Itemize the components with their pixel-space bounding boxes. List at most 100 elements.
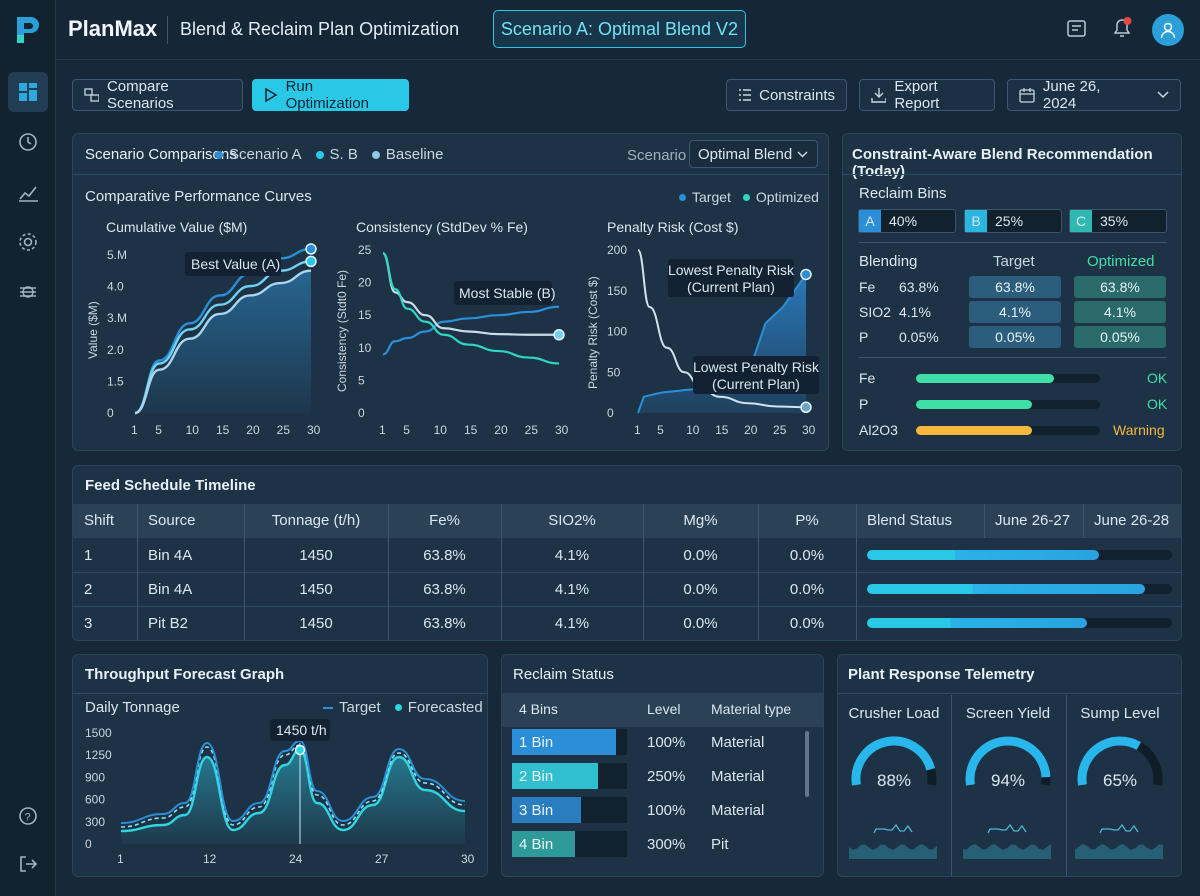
throughput-annotation: 1450 t/h xyxy=(276,722,327,738)
scenario-badge[interactable]: Scenario A: Optimal Blend V2 xyxy=(493,10,746,48)
reclaim-scrollbar[interactable] xyxy=(805,731,809,797)
chart3-annotation-line: (Current Plan) xyxy=(712,376,800,392)
calendar-icon xyxy=(1019,88,1035,103)
run-optimization-button[interactable]: Run Optimization xyxy=(252,78,409,112)
feed-cell-divider xyxy=(856,572,857,606)
legend-forecasted: Forecasted xyxy=(407,699,483,716)
chart2-series-line xyxy=(382,305,560,356)
chart3-annotation-line: (Current Plan) xyxy=(687,279,775,295)
feed-cell-divider xyxy=(856,538,857,572)
chart1-xtick: 25 xyxy=(277,423,291,437)
chart3-xtick: 1 xyxy=(634,423,641,437)
blend-row-target: 63.8% xyxy=(969,276,1061,298)
throughput-xtick: 24 xyxy=(289,852,303,866)
bin-value: 40% xyxy=(889,213,918,229)
scenario-select[interactable]: Optimal Blend xyxy=(689,140,818,168)
chart3-xtick: 20 xyxy=(744,423,758,437)
throughput-ytick: 1500 xyxy=(85,726,112,740)
feed-cell-divider xyxy=(501,538,502,572)
feed-cell-divider xyxy=(501,572,502,606)
gauge-fill xyxy=(965,736,1051,786)
reclaim-bin-a[interactable]: A 40% xyxy=(858,209,956,233)
legend-optimized: Optimized xyxy=(755,189,819,205)
feed-row-divider xyxy=(73,606,1181,607)
blend-row-target: 4.1% xyxy=(969,301,1061,323)
throughput-title: Throughput Forecast Graph xyxy=(85,666,285,683)
chart2-xtick: 20 xyxy=(494,423,508,437)
chart1-annotation: Best Value (A) xyxy=(191,256,280,272)
page-title: Blend & Reclaim Plan Optimization xyxy=(180,19,460,39)
constraint-name: Al2O3 xyxy=(859,422,898,438)
feed-col-header: Fe% xyxy=(429,512,460,529)
constraints-button[interactable]: Constraints xyxy=(726,79,847,111)
chart3-ytick: 100 xyxy=(607,325,627,339)
throughput-xtick: 30 xyxy=(461,852,475,866)
feed-cell-divider xyxy=(137,538,138,572)
blend-row-optimized: 4.1% xyxy=(1074,301,1166,323)
feed-status-fill xyxy=(867,550,1099,560)
analytics-icon[interactable] xyxy=(8,172,48,212)
gauge-wave-area xyxy=(849,844,937,859)
throughput-chart: 0 300 600 900 1250 1500 1 12 24 27 30 1450 t/h xyxy=(85,719,475,866)
curves-legend: Target Optimized xyxy=(679,189,819,205)
legend-scenario-b: S. B xyxy=(329,146,358,163)
chart3-title: Penalty Risk (Cost $) xyxy=(607,219,738,235)
reclaim-bin-b[interactable]: B 25% xyxy=(964,209,1062,233)
throughput-marker-point xyxy=(294,744,306,756)
feed-cell-sio2: 4.1% xyxy=(554,547,590,564)
chart3-xtick: 30 xyxy=(802,423,816,437)
bin-value: 35% xyxy=(1100,213,1129,229)
feed-cell-fe: 63.8% xyxy=(423,581,466,598)
chart1-annotation-box xyxy=(185,252,281,276)
feed-status-bar xyxy=(867,618,1172,628)
gauge-label: Screen Yield xyxy=(965,705,1051,722)
date-picker[interactable]: June 26, 2024 xyxy=(1007,78,1181,112)
reclaim-level: 300% xyxy=(647,836,686,853)
chart1-series-line xyxy=(134,269,312,415)
feed-cell-divider xyxy=(643,606,644,640)
gauge-label: Sump Level xyxy=(1080,705,1160,722)
reclaim-type: Material xyxy=(711,802,765,819)
gauge-value: 88% xyxy=(877,771,911,790)
feed-cell-source: Pit B2 xyxy=(148,615,189,632)
throughput-ytick: 300 xyxy=(85,815,105,829)
chart3-point xyxy=(800,268,812,281)
export-report-button[interactable]: Export Report xyxy=(859,78,995,112)
legend-target: Target xyxy=(692,189,731,205)
reclaim-bin-c[interactable]: C 35% xyxy=(1069,209,1167,233)
feed-cell-p: 0.0% xyxy=(789,581,825,598)
user-icon xyxy=(1160,22,1176,39)
feed-col-header: Blend Status xyxy=(867,512,953,529)
constraint-status: OK xyxy=(1147,370,1168,386)
gauge-label: Crusher Load xyxy=(848,705,940,722)
planmax-logo-icon xyxy=(8,10,48,50)
messages-icon[interactable] xyxy=(1066,18,1088,45)
dashboard-icon[interactable] xyxy=(8,72,48,112)
chart3-annotation-line: Lowest Penalty Risk xyxy=(693,359,820,375)
feed-cell-source: Bin 4A xyxy=(148,547,193,564)
feed-cell-p: 0.0% xyxy=(789,615,825,632)
logout-icon[interactable] xyxy=(8,844,48,884)
chart1-point xyxy=(305,255,317,268)
history-icon[interactable] xyxy=(8,122,48,162)
feed-cell-tonnage: 1450 xyxy=(299,547,333,564)
feed-cell-divider xyxy=(643,538,644,572)
settings-icon[interactable] xyxy=(8,222,48,262)
reclaim-level: 250% xyxy=(647,768,686,785)
blend-row-name: Fe xyxy=(859,279,876,295)
compare-scenarios-button[interactable]: Compare Scenarios xyxy=(72,78,243,112)
chart1-title: Cumulative Value ($M) xyxy=(106,219,247,235)
throughput-ytick: 1250 xyxy=(85,748,112,762)
constraint-status: OK xyxy=(1147,396,1168,412)
throughput-legend: Target Forecasted xyxy=(323,699,483,716)
blend-tool-icon[interactable] xyxy=(8,272,48,312)
user-avatar[interactable] xyxy=(1152,14,1184,46)
svg-text:?: ? xyxy=(25,812,31,824)
play-icon xyxy=(265,88,278,102)
legend-baseline: Baseline xyxy=(385,146,444,163)
chart1-ylabel: Value ($M) xyxy=(86,301,100,359)
gauge-value: 94% xyxy=(991,771,1025,790)
help-icon[interactable]: ? xyxy=(8,796,48,836)
list-icon xyxy=(739,89,751,101)
notification-bell-icon[interactable] xyxy=(1110,16,1134,45)
